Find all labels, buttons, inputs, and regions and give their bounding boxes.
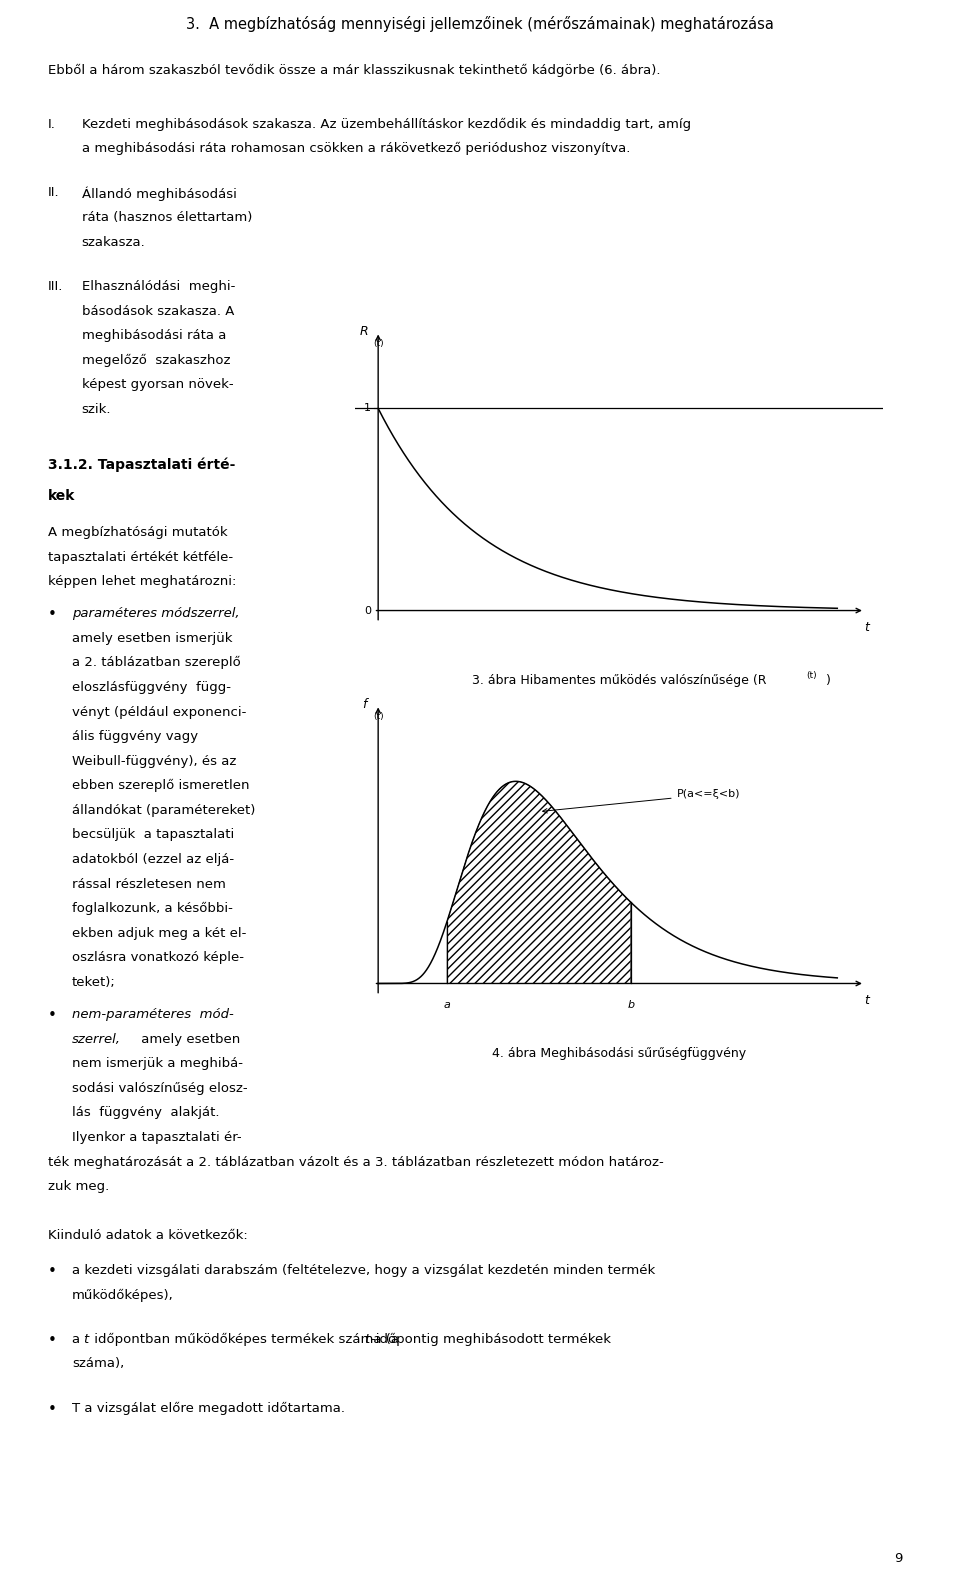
Text: Kiinduló adatok a következők:: Kiinduló adatok a következők:: [48, 1230, 248, 1243]
Text: II.: II.: [48, 187, 60, 200]
Text: amely esetben ismerjük: amely esetben ismerjük: [72, 632, 232, 644]
Text: szakasza.: szakasza.: [82, 235, 145, 249]
Text: foglalkozunk, a későbbi-: foglalkozunk, a későbbi-: [72, 903, 233, 916]
Text: •: •: [48, 1263, 57, 1279]
Text: száma),: száma),: [72, 1357, 124, 1370]
Text: (t): (t): [373, 338, 384, 348]
Text: nem-paraméteres  mód-: nem-paraméteres mód-: [72, 1008, 233, 1020]
Text: nem ismerjük a meghibá-: nem ismerjük a meghibá-: [72, 1057, 243, 1070]
Text: 0: 0: [364, 606, 372, 616]
Text: vényt (például exponenci-: vényt (például exponenci-: [72, 706, 247, 719]
Text: -időpontig meghibásodott termékek: -időpontig meghibásodott termékek: [371, 1333, 611, 1346]
Text: (t): (t): [373, 711, 384, 720]
Text: a meghibásodási ráta rohamosan csökken a rákövetkező periódushoz viszonyítva.: a meghibásodási ráta rohamosan csökken a…: [82, 143, 630, 156]
Text: ): ): [826, 674, 830, 687]
Text: zuk meg.: zuk meg.: [48, 1181, 109, 1193]
Text: a kezdeti vizsgálati darabszám (feltételezve, hogy a vizsgálat kezdetén minden t: a kezdeti vizsgálati darabszám (feltétel…: [72, 1263, 656, 1278]
Text: ális függvény vagy: ális függvény vagy: [72, 730, 198, 743]
Text: képest gyorsan növek-: képest gyorsan növek-: [82, 378, 233, 392]
Text: képpen lehet meghatározni:: képpen lehet meghatározni:: [48, 574, 236, 589]
Text: sodási valószínűség elosz-: sodási valószínűség elosz-: [72, 1082, 248, 1095]
Text: Weibull-függvény), és az: Weibull-függvény), és az: [72, 755, 236, 768]
Text: t: t: [865, 621, 870, 633]
Text: a: a: [72, 1333, 84, 1346]
Text: •: •: [48, 1401, 57, 1417]
Text: becsüljük  a tapasztalati: becsüljük a tapasztalati: [72, 828, 234, 841]
Text: teket);: teket);: [72, 976, 116, 989]
Text: t: t: [865, 993, 870, 1006]
Text: básodások szakasza. A: básodások szakasza. A: [82, 305, 234, 317]
Text: Ilyenkor a tapasztalati ér-: Ilyenkor a tapasztalati ér-: [72, 1132, 242, 1144]
Text: III.: III.: [48, 279, 63, 294]
Text: 3.  A megbízhatóság mennyiségi jellemzőinek (mérőszámainak) meghatározása: 3. A megbízhatóság mennyiségi jellemzőin…: [186, 16, 774, 32]
Text: eloszlásfüggvény  függ-: eloszlásfüggvény függ-: [72, 681, 231, 694]
Text: paraméteres módszerrel,: paraméteres módszerrel,: [72, 608, 240, 621]
Text: 4. ábra Meghibásodási sűrűségfüggvény: 4. ábra Meghibásodási sűrűségfüggvény: [492, 1047, 746, 1060]
Text: amely esetben: amely esetben: [137, 1033, 241, 1046]
Text: megelőző  szakaszhoz: megelőző szakaszhoz: [82, 354, 230, 367]
Text: •: •: [48, 1333, 57, 1347]
Text: I.: I.: [48, 117, 56, 130]
Text: oszlásra vonatkozó képle-: oszlásra vonatkozó képle-: [72, 952, 244, 965]
Text: ekben adjuk meg a két el-: ekben adjuk meg a két el-: [72, 927, 247, 940]
Text: lás  függvény  alakját.: lás függvény alakját.: [72, 1106, 220, 1119]
Text: 3.1.2. Tapasztalati érté-: 3.1.2. Tapasztalati érté-: [48, 457, 235, 471]
Text: t: t: [364, 1333, 369, 1346]
Text: a: a: [444, 1000, 450, 1009]
Text: ráta (hasznos élettartam): ráta (hasznos élettartam): [82, 211, 252, 224]
Text: •: •: [48, 608, 57, 622]
Text: kek: kek: [48, 489, 76, 503]
Text: ték meghatározását a 2. táblázatban vázolt és a 3. táblázatban részletezett módo: ték meghatározását a 2. táblázatban vázo…: [48, 1155, 663, 1168]
Text: 9: 9: [894, 1552, 902, 1565]
Text: ebben szereplő ismeretlen: ebben szereplő ismeretlen: [72, 779, 250, 792]
Text: •: •: [48, 1008, 57, 1024]
Text: 3. ábra Hibamentes működés valószínűsége (R: 3. ábra Hibamentes működés valószínűsége…: [472, 674, 766, 687]
Text: rással részletesen nem: rással részletesen nem: [72, 878, 226, 890]
Text: f: f: [362, 698, 367, 711]
Text: Állandó meghibásodási: Állandó meghibásodási: [82, 187, 236, 202]
Text: 1: 1: [364, 403, 372, 413]
Text: állandókat (paramétereket): állandókat (paramétereket): [72, 805, 255, 817]
Text: szerrel,: szerrel,: [72, 1033, 121, 1046]
Text: tapasztalati értékét kétféle-: tapasztalati értékét kétféle-: [48, 551, 233, 563]
Text: szik.: szik.: [82, 403, 111, 416]
Text: T a vizsgálat előre megadott időtartama.: T a vizsgálat előre megadott időtartama.: [72, 1401, 345, 1414]
Text: időpontban működőképes termékek száma (a: időpontban működőképes termékek száma (a: [90, 1333, 403, 1346]
Text: Elhasználódási  meghi-: Elhasználódási meghi-: [82, 279, 235, 294]
Text: (t): (t): [806, 671, 817, 681]
Text: Ebből a három szakaszból tevődik össze a már klasszikusnak tekinthető kádgörbe (: Ebből a három szakaszból tevődik össze a…: [48, 63, 660, 76]
Text: Kezdeti meghibásodások szakasza. Az üzembehállításkor kezdődik és mindaddig tart: Kezdeti meghibásodások szakasza. Az üzem…: [82, 117, 691, 130]
Text: P(a<=ξ<b): P(a<=ξ<b): [542, 789, 740, 813]
Text: b: b: [627, 1000, 635, 1009]
Text: működőképes),: működőképes),: [72, 1289, 174, 1301]
Text: meghibásodási ráta a: meghibásodási ráta a: [82, 329, 226, 343]
Text: adatokból (ezzel az eljá-: adatokból (ezzel az eljá-: [72, 854, 234, 867]
Text: A megbízhatósági mutatók: A megbízhatósági mutatók: [48, 525, 228, 540]
Text: t: t: [84, 1333, 88, 1346]
Text: a 2. táblázatban szereplő: a 2. táblázatban szereplő: [72, 657, 241, 670]
Text: R: R: [360, 325, 369, 338]
